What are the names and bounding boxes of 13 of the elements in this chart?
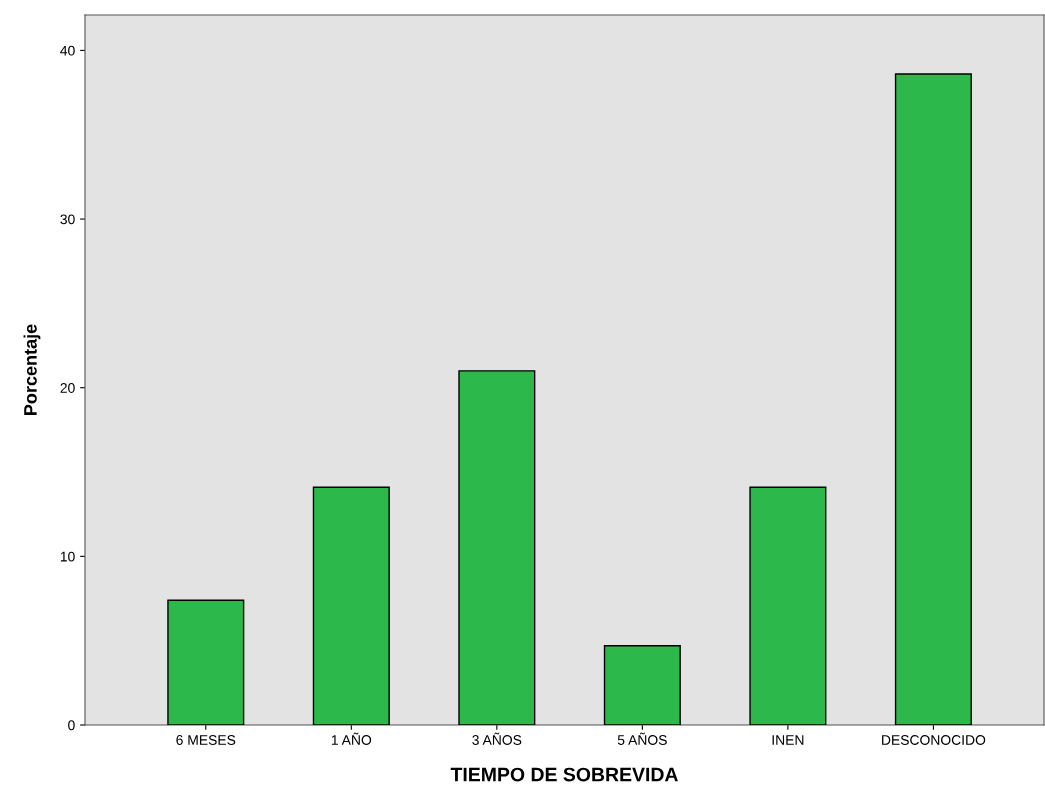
y-tick-label: 0 — [68, 720, 75, 731]
y-tick-label: 10 — [60, 551, 75, 562]
y-tick-label: 20 — [60, 383, 75, 393]
x-tick-label: 3 AÑOS — [472, 732, 522, 745]
x-tick-label: INEN — [772, 735, 804, 745]
x-tick-label: DESCONOCIDO — [882, 735, 986, 745]
x-axis-title: TIEMPO DE SOBREVIDA — [450, 767, 678, 782]
x-tick-label: 1 AÑO — [331, 732, 372, 745]
x-tick-label: 6 MESES — [176, 735, 236, 745]
y-axis-title: Porcentaje — [23, 324, 41, 415]
x-tick-label: 5 AÑOS — [617, 732, 667, 745]
y-tick-label: 40 — [60, 45, 75, 56]
y-tick-label: 30 — [60, 214, 75, 225]
